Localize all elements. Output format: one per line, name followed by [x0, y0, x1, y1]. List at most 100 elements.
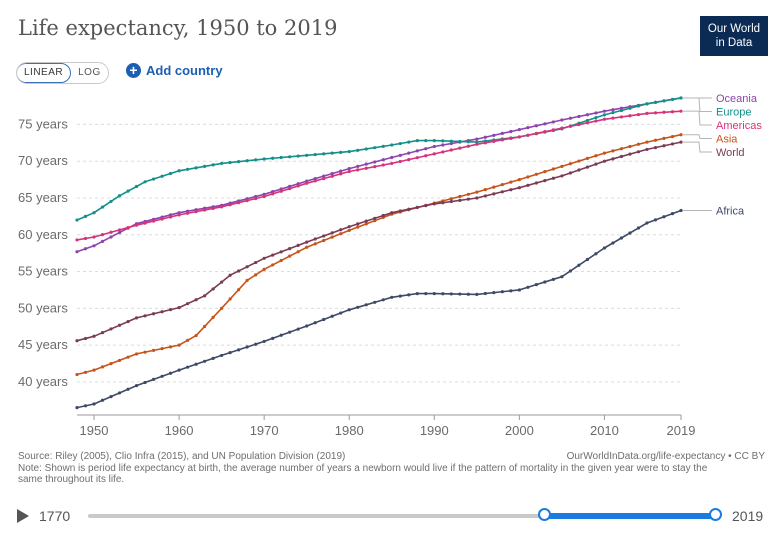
line-label-africa[interactable]: Africa	[716, 205, 745, 217]
data-point-europe	[75, 218, 79, 222]
linear-scale-button[interactable]: LINEAR	[16, 63, 72, 83]
data-point-world	[92, 334, 96, 338]
data-point-americas	[228, 203, 232, 207]
data-point-asia	[271, 263, 275, 267]
data-point-oceania	[492, 133, 496, 137]
data-point-world	[330, 231, 334, 235]
data-point-africa	[594, 252, 598, 256]
data-point-world	[534, 181, 538, 185]
data-point-world	[602, 159, 607, 163]
series-line-americas[interactable]	[76, 110, 682, 241]
data-point-asia	[100, 365, 105, 369]
owid-logo[interactable]: Our World in Data	[700, 16, 768, 56]
data-point-world	[305, 240, 309, 244]
data-point-africa	[347, 308, 351, 312]
play-icon[interactable]	[17, 509, 29, 523]
log-scale-button[interactable]: LOG	[78, 67, 101, 78]
data-point-americas	[543, 130, 547, 134]
data-point-world	[636, 150, 641, 154]
data-point-europe	[109, 199, 113, 204]
line-label-europe[interactable]: Europe	[716, 106, 751, 118]
data-point-world	[347, 225, 351, 229]
data-point-world	[228, 273, 232, 277]
data-point-africa	[168, 371, 173, 375]
data-point-asia	[526, 175, 530, 179]
timeline-start-handle[interactable]	[537, 508, 551, 521]
line-label-americas[interactable]: Americas	[716, 120, 762, 132]
data-point-world	[364, 219, 368, 223]
series-line-europe[interactable]	[76, 97, 682, 221]
data-point-europe	[296, 154, 300, 158]
data-point-oceania	[551, 120, 555, 124]
series-line-africa[interactable]	[76, 209, 682, 409]
data-point-americas	[305, 181, 309, 185]
data-point-asia	[134, 352, 139, 356]
data-point-americas	[262, 194, 266, 199]
line-label-asia[interactable]: Asia	[716, 133, 738, 145]
data-point-africa	[432, 292, 436, 296]
data-point-americas	[602, 117, 607, 121]
line-label-oceania[interactable]: Oceania	[716, 93, 758, 105]
source-url-link[interactable]: OurWorldInData.org/life-expectancy • CC …	[566, 451, 765, 462]
timeline-track[interactable]	[88, 514, 716, 518]
x-axis: 1950 1960 1970 1980 1990 2000 2010 2019	[77, 414, 696, 438]
data-point-europe	[407, 140, 411, 144]
data-point-africa	[398, 294, 402, 298]
data-point-africa	[364, 303, 368, 307]
data-point-africa	[245, 345, 249, 349]
data-point-americas	[151, 219, 156, 223]
series-line-asia[interactable]	[76, 133, 682, 376]
data-point-asia	[653, 138, 658, 142]
data-point-asia	[92, 368, 96, 372]
data-point-world	[577, 168, 581, 172]
data-point-asia	[83, 370, 88, 374]
data-point-europe	[662, 99, 666, 103]
data-point-africa	[203, 359, 207, 363]
data-point-europe	[83, 214, 88, 218]
data-point-africa	[475, 292, 479, 296]
data-point-americas	[143, 221, 147, 225]
data-point-world	[143, 314, 147, 318]
data-point-europe	[585, 118, 590, 123]
data-point-oceania	[407, 151, 411, 155]
data-point-americas	[313, 179, 317, 183]
data-point-world	[356, 222, 360, 226]
data-point-world	[475, 196, 479, 200]
data-point-africa	[151, 377, 156, 381]
data-point-world	[594, 162, 598, 166]
data-point-asia	[117, 358, 122, 363]
add-country-button[interactable]: + Add country	[126, 63, 223, 78]
line-label-world[interactable]: World	[716, 147, 745, 159]
data-point-asia	[347, 228, 351, 232]
data-point-europe	[194, 166, 198, 170]
data-point-asia	[628, 144, 632, 149]
data-point-africa	[313, 321, 317, 325]
data-point-americas	[415, 156, 419, 160]
series-line-oceania[interactable]	[76, 97, 682, 253]
timeline-start-label: 1770	[39, 508, 71, 524]
data-point-europe	[126, 189, 130, 193]
data-point-europe	[636, 104, 641, 108]
data-point-oceania	[398, 153, 402, 157]
timeline-end-handle[interactable]	[709, 508, 722, 521]
data-point-africa	[483, 291, 487, 296]
data-point-oceania	[288, 184, 292, 188]
data-point-africa	[109, 395, 113, 399]
y-tick-label: 45 years	[18, 337, 68, 352]
data-point-americas	[662, 110, 666, 114]
x-tick-label: 2019	[667, 423, 696, 438]
data-point-world	[679, 140, 683, 144]
timeline-selected-range[interactable]	[544, 513, 716, 519]
data-point-oceania	[483, 135, 487, 139]
data-point-americas	[492, 139, 496, 143]
data-point-africa	[228, 351, 232, 355]
logo-line-1: Our World	[707, 23, 761, 35]
data-point-africa	[636, 226, 641, 230]
data-point-americas	[407, 157, 411, 162]
data-point-oceania	[330, 171, 334, 176]
series-line-world[interactable]	[76, 141, 682, 342]
data-point-world	[245, 265, 249, 269]
data-point-asia	[560, 164, 564, 168]
scale-toggle: LINEAR LOG	[16, 62, 109, 84]
